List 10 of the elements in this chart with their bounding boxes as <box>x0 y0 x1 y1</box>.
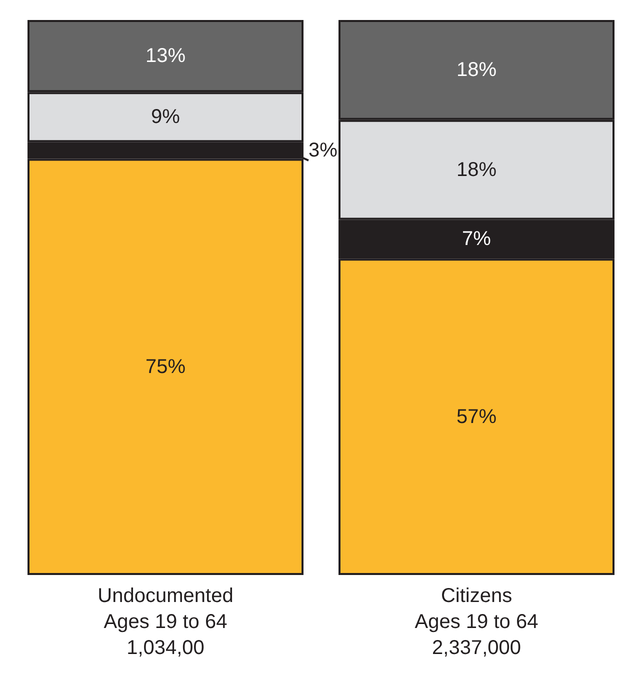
data-label: 13% <box>145 45 186 68</box>
data-label: 18% <box>456 58 497 81</box>
data-label: 9% <box>151 106 180 128</box>
data-label: 75% <box>145 356 186 378</box>
data-label: 57% <box>456 406 497 428</box>
x-tick-label: Undocumented Ages 19 to 64 1,034,00 <box>98 585 234 659</box>
data-label: 18% <box>456 158 497 181</box>
data-label: 7% <box>462 228 492 250</box>
data-label: 3% <box>308 139 338 162</box>
x-tick-label: Citizens Ages 19 to 64 2,337,000 <box>414 585 538 659</box>
